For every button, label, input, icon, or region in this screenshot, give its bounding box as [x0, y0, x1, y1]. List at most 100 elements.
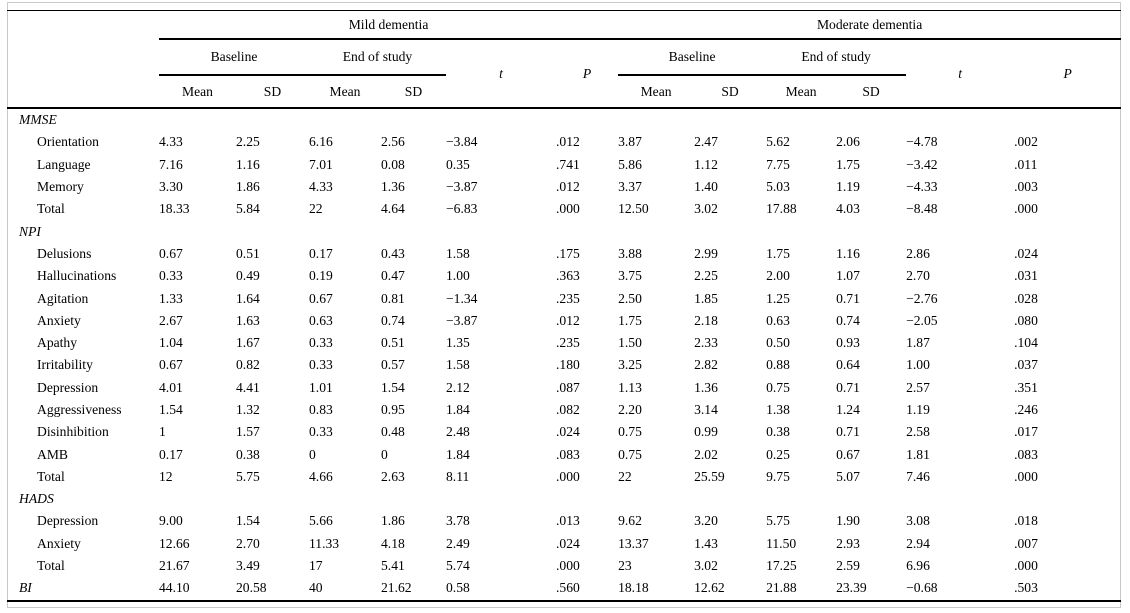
cell-value — [906, 220, 1014, 242]
cell-value: 1.81 — [906, 446, 930, 462]
cell-value: .018 — [1014, 513, 1038, 529]
cell-value: 7.01 — [309, 156, 333, 172]
cell-value: .235 — [556, 335, 580, 351]
cell-value: 0.47 — [381, 268, 405, 284]
cell-value: 1.00 — [906, 357, 930, 373]
cell-value: 1.19 — [906, 402, 930, 417]
cell-value: 0.33 — [309, 335, 333, 351]
cell-value: 0.33 — [159, 268, 183, 284]
cell-value: 2.00 — [766, 268, 790, 284]
cell-value: 1.75 — [836, 156, 860, 172]
cell-value — [309, 108, 381, 131]
cell-value: 12.66 — [159, 535, 190, 551]
measure-row: Agitation 1.33 1.64 0.67 0.81 −1.34 .235 2.50 1.… — [7, 287, 1121, 309]
sd-header: SD — [836, 75, 907, 109]
cell-value: 6.16 — [309, 134, 333, 150]
cell-value: 3.49 — [236, 558, 260, 574]
measure-row: Language 7.16 1.16 7.01 0.08 0.35 .741 5.86 1.12… — [7, 154, 1121, 176]
cell-value: 3.75 — [618, 268, 642, 284]
cell-value: 1.25 — [766, 290, 790, 306]
moderate-baseline-header: Baseline — [618, 39, 767, 76]
cell-value: .180 — [556, 357, 580, 373]
section-row: HADS — [7, 488, 1121, 510]
cell-value: 21.62 — [381, 580, 412, 596]
mild-p-header: P — [556, 39, 619, 109]
dementia-stats-table: Mild dementia Moderate dementia Baseline… — [7, 10, 1122, 602]
cell-value — [1014, 220, 1121, 242]
row-label: Hallucinations — [37, 268, 117, 284]
cell-value: .087 — [556, 379, 580, 395]
measure-row: Memory 3.30 1.86 4.33 1.36 −3.87 .012 3.37 1.40 5… — [7, 176, 1121, 198]
cell-value: 5.86 — [618, 156, 642, 172]
measure-row: Total 18.33 5.84 22 4.64 −6.83 .000 12.50 3.02 17… — [7, 198, 1121, 220]
meansd-header-row: Mean SD Mean SD Mean SD Mean SD — [7, 75, 1121, 109]
cell-value: 0.95 — [381, 402, 405, 417]
section-row: BI 44.10 20.58 40 21.62 0.58 .560 18.18 12.62 21.… — [7, 577, 1121, 600]
cell-value: .741 — [556, 156, 580, 172]
cell-value: 9.62 — [618, 513, 642, 529]
cell-value: 2.70 — [906, 268, 930, 284]
cell-value: 5.75 — [236, 468, 260, 484]
cell-value: −3.84 — [446, 134, 478, 150]
cell-value — [618, 220, 694, 242]
cell-value: 0.75 — [618, 424, 642, 440]
cell-value: 2.86 — [906, 245, 930, 261]
cell-value: .351 — [1014, 379, 1038, 395]
cell-value: 44.10 — [159, 580, 190, 596]
cell-value: 1.54 — [159, 402, 183, 417]
row-label: Agitation — [37, 290, 89, 306]
cell-value: .012 — [556, 312, 580, 328]
cell-value: 5.74 — [446, 558, 470, 574]
cell-value: 5.66 — [309, 513, 333, 529]
cell-value: 2.99 — [694, 245, 718, 261]
cell-value: 2.12 — [446, 379, 470, 395]
measure-row: Depression 9.00 1.54 5.66 1.86 3.78 .013 9.62 3.… — [7, 510, 1121, 532]
group-header-moderate: Moderate dementia — [618, 10, 1122, 40]
mild-end-of-study-header: End of study — [309, 39, 446, 76]
cell-value: 0.33 — [309, 357, 333, 373]
cell-value: 9.75 — [766, 468, 790, 484]
cell-value: 1.40 — [694, 179, 718, 195]
cell-value: .503 — [1014, 580, 1038, 596]
moderate-p-header: P — [1014, 39, 1122, 109]
cell-value — [1014, 108, 1121, 131]
cell-value: 0.67 — [836, 446, 860, 462]
cell-value: 1.58 — [446, 357, 470, 373]
cell-value: 5.75 — [766, 513, 790, 529]
cell-value: 5.62 — [766, 134, 790, 150]
cell-value: 0.71 — [836, 379, 860, 395]
cell-value: 25.59 — [694, 468, 725, 484]
cell-value: 0.67 — [309, 290, 333, 306]
cell-value: 4.66 — [309, 468, 333, 484]
cell-value: 12 — [159, 468, 173, 484]
cell-value: 2.93 — [836, 535, 860, 551]
cell-value: .028 — [1014, 290, 1038, 306]
cell-value: 17.25 — [766, 558, 797, 574]
cell-value: 2.67 — [159, 312, 183, 328]
cell-value: 1.86 — [236, 179, 260, 195]
figure-frame: Mild dementia Moderate dementia Baseline… — [7, 2, 1122, 608]
cell-value: −8.48 — [906, 201, 938, 217]
cell-value: 1.57 — [236, 424, 260, 440]
cell-value: −2.76 — [906, 290, 938, 306]
cell-value: 22 — [618, 468, 632, 484]
cell-value: 1.75 — [766, 245, 790, 261]
row-label: Depression — [37, 379, 99, 395]
row-label: Total — [37, 201, 65, 217]
cell-value: 1.54 — [381, 379, 405, 395]
cell-value: 0.43 — [381, 245, 405, 261]
cell-value: .080 — [1014, 312, 1038, 328]
cell-value: 0.57 — [381, 357, 405, 373]
cell-value — [159, 108, 236, 131]
measure-row: Disinhibition 1 1.57 0.33 0.48 2.48 .024 0.75 0.… — [7, 421, 1121, 443]
row-label: Memory — [37, 179, 84, 195]
cell-value: −2.05 — [906, 312, 938, 328]
cell-value — [836, 108, 906, 131]
cell-value: 0.64 — [836, 357, 860, 373]
cell-value: .024 — [556, 424, 580, 440]
cell-value: .024 — [556, 535, 580, 551]
cell-value: 1.32 — [236, 402, 260, 417]
cell-value: 1.19 — [836, 179, 860, 195]
cell-value: 2.48 — [446, 424, 470, 440]
cell-value — [446, 108, 556, 131]
